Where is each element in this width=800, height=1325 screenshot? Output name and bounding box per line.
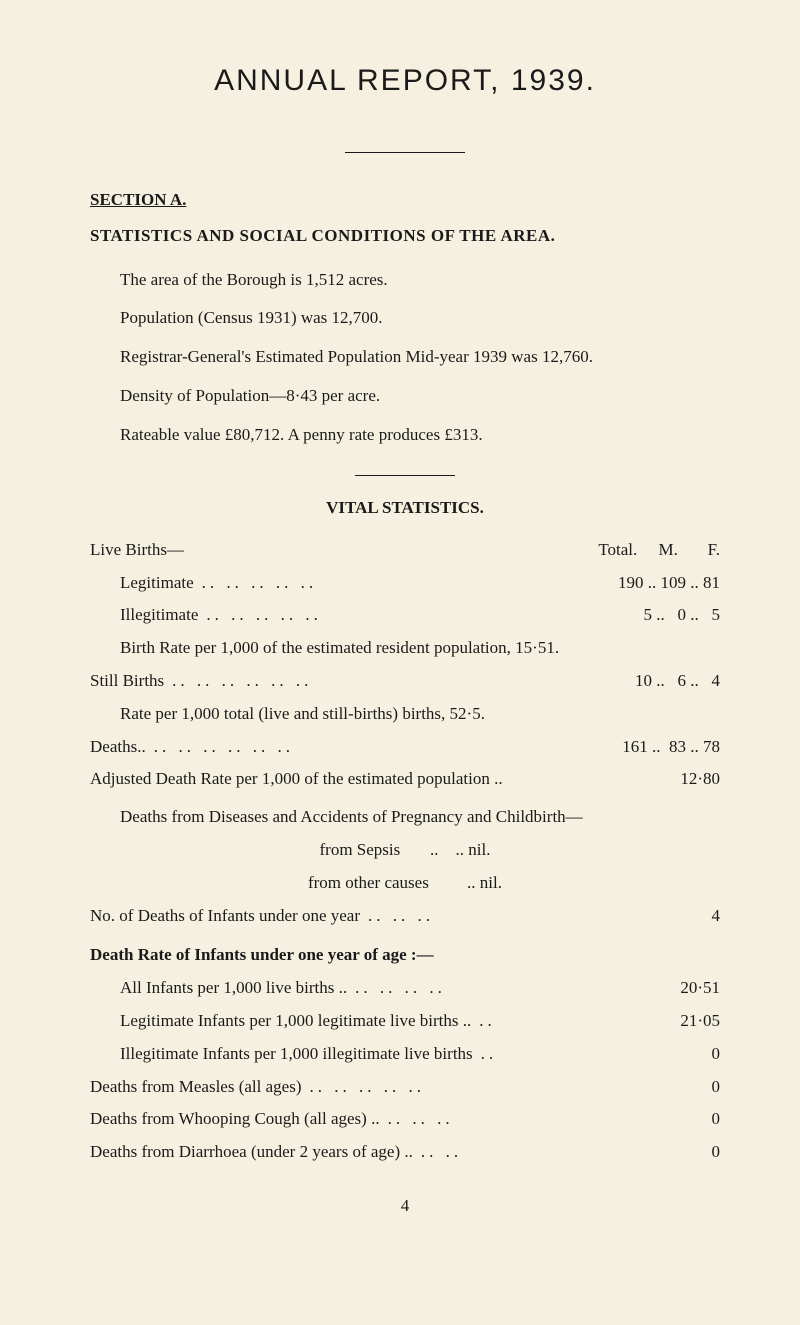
deaths-label: Deaths..: [90, 735, 146, 759]
adjusted-label: Adjusted Death Rate per 1,000 of the est…: [90, 767, 503, 791]
dots: .. .. ..: [360, 904, 711, 928]
page-number: 4: [90, 1194, 720, 1218]
col-total: Total.: [598, 540, 637, 559]
dots: .. .. .. .. ..: [301, 1075, 711, 1099]
all-infants-row: All Infants per 1,000 live births .. .. …: [90, 976, 720, 1000]
dots: .. ..: [413, 1140, 712, 1164]
dots: .. .. .. .. .. ..: [146, 735, 623, 759]
infant-deaths-value: 4: [712, 904, 721, 928]
legitimate-m: 109: [661, 573, 687, 592]
deaths-total: 161: [622, 737, 648, 756]
infant-deaths-label: No. of Deaths of Infants under one year: [90, 904, 360, 928]
all-infants-label: All Infants per 1,000 live births ..: [120, 976, 347, 1000]
illegit-infants-label: Illegitimate Infants per 1,000 illegitim…: [120, 1042, 473, 1066]
vital-stats-divider: [355, 475, 455, 476]
measles-label: Deaths from Measles (all ages): [90, 1075, 301, 1099]
section-a-heading: STATISTICS AND SOCIAL CONDITIONS OF THE …: [90, 224, 720, 248]
intro-line-4: Density of Population—8·43 per acre.: [120, 382, 720, 411]
all-infants-value: 20·51: [680, 976, 720, 1000]
deaths-f: 78: [703, 737, 720, 756]
col-f: F.: [708, 540, 720, 559]
live-births-label: Live Births—: [90, 538, 184, 562]
legit-infants-value: 21·05: [680, 1009, 720, 1033]
illegitimate-row: Illegitimate .. .. .. .. .. 5 .. 0 .. 5: [90, 603, 720, 627]
whooping-value: 0: [712, 1107, 721, 1131]
illegitimate-m: 0: [678, 605, 687, 624]
legit-infants-label: Legitimate Infants per 1,000 legitimate …: [120, 1009, 471, 1033]
rate-per-line: Rate per 1,000 total (live and still-bir…: [90, 702, 720, 726]
illegitimate-values: 5 .. 0 .. 5: [635, 603, 720, 627]
dots: ..: [471, 1009, 680, 1033]
infant-deaths-row: No. of Deaths of Infants under one year …: [90, 904, 720, 928]
intro-line-3: Registrar-General's Estimated Population…: [120, 343, 720, 372]
dots: ..: [473, 1042, 712, 1066]
still-births-total: 10: [635, 671, 652, 690]
legitimate-label: Legitimate: [120, 571, 194, 595]
deaths-row: Deaths.. .. .. .. .. .. .. 161 .. 83 .. …: [90, 735, 720, 759]
legitimate-total: 190: [618, 573, 644, 592]
measles-row: Deaths from Measles (all ages) .. .. .. …: [90, 1075, 720, 1099]
adjusted-value: 12·80: [680, 767, 720, 791]
whooping-row: Deaths from Whooping Cough (all ages) ..…: [90, 1107, 720, 1131]
still-births-f: 4: [712, 671, 721, 690]
deaths-values: 161 .. 83 .. 78: [622, 735, 720, 759]
legitimate-row: Legitimate .. .. .. .. .. 190 .. 109 .. …: [90, 571, 720, 595]
dots: .. .. ..: [380, 1107, 712, 1131]
dots: .. .. .. .. ..: [194, 571, 618, 595]
sepsis-line: from Sepsis .. .. nil.: [90, 838, 720, 862]
title-divider: [345, 152, 465, 153]
intro-line-5: Rateable value £80,712. A penny rate pro…: [120, 421, 720, 450]
measles-value: 0: [712, 1075, 721, 1099]
diarrhoea-row: Deaths from Diarrhoea (under 2 years of …: [90, 1140, 720, 1164]
col-m: M.: [659, 540, 678, 559]
legit-infants-row: Legitimate Infants per 1,000 legitimate …: [90, 1009, 720, 1033]
intro-line-1: The area of the Borough is 1,512 acres.: [120, 266, 720, 295]
live-births-header-cols: Total. M. F.: [598, 538, 720, 562]
report-title: ANNUAL REPORT, 1939.: [90, 60, 720, 102]
dots: .. .. .. .. .. ..: [164, 669, 631, 693]
legitimate-values: 190 .. 109 .. 81: [618, 571, 720, 595]
illegitimate-f: 5: [712, 605, 721, 624]
still-births-label: Still Births: [90, 669, 164, 693]
vital-statistics-heading: VITAL STATISTICS.: [90, 496, 720, 520]
birth-rate-line: Birth Rate per 1,000 of the estimated re…: [90, 636, 720, 660]
illegitimate-total: 5: [644, 605, 653, 624]
illegit-infants-value: 0: [712, 1042, 721, 1066]
section-a-label: SECTION A.: [90, 188, 720, 212]
still-births-row: Still Births .. .. .. .. .. .. 10 .. 6 .…: [90, 669, 720, 693]
diarrhoea-label: Deaths from Diarrhoea (under 2 years of …: [90, 1140, 413, 1164]
illegit-infants-row: Illegitimate Infants per 1,000 illegitim…: [90, 1042, 720, 1066]
deaths-m: 83: [669, 737, 686, 756]
still-births-values: 10 .. 6 .. 4: [631, 669, 720, 693]
dots: .. .. .. ..: [347, 976, 680, 1000]
illegitimate-label: Illegitimate: [120, 603, 198, 627]
diarrhoea-value: 0: [712, 1140, 721, 1164]
adjusted-death-rate-row: Adjusted Death Rate per 1,000 of the est…: [90, 767, 720, 791]
live-births-header-row: Live Births— Total. M. F.: [90, 538, 720, 562]
other-causes-line: from other causes .. nil.: [90, 871, 720, 895]
still-births-m: 6: [678, 671, 687, 690]
whooping-label: Deaths from Whooping Cough (all ages) ..: [90, 1107, 380, 1131]
dots: .. .. .. .. ..: [198, 603, 635, 627]
pregnancy-childbirth-heading: Deaths from Diseases and Accidents of Pr…: [90, 805, 720, 829]
legitimate-f: 81: [703, 573, 720, 592]
death-rate-under-one-heading: Death Rate of Infants under one year of …: [90, 943, 720, 967]
intro-line-2: Population (Census 1931) was 12,700.: [120, 304, 720, 333]
